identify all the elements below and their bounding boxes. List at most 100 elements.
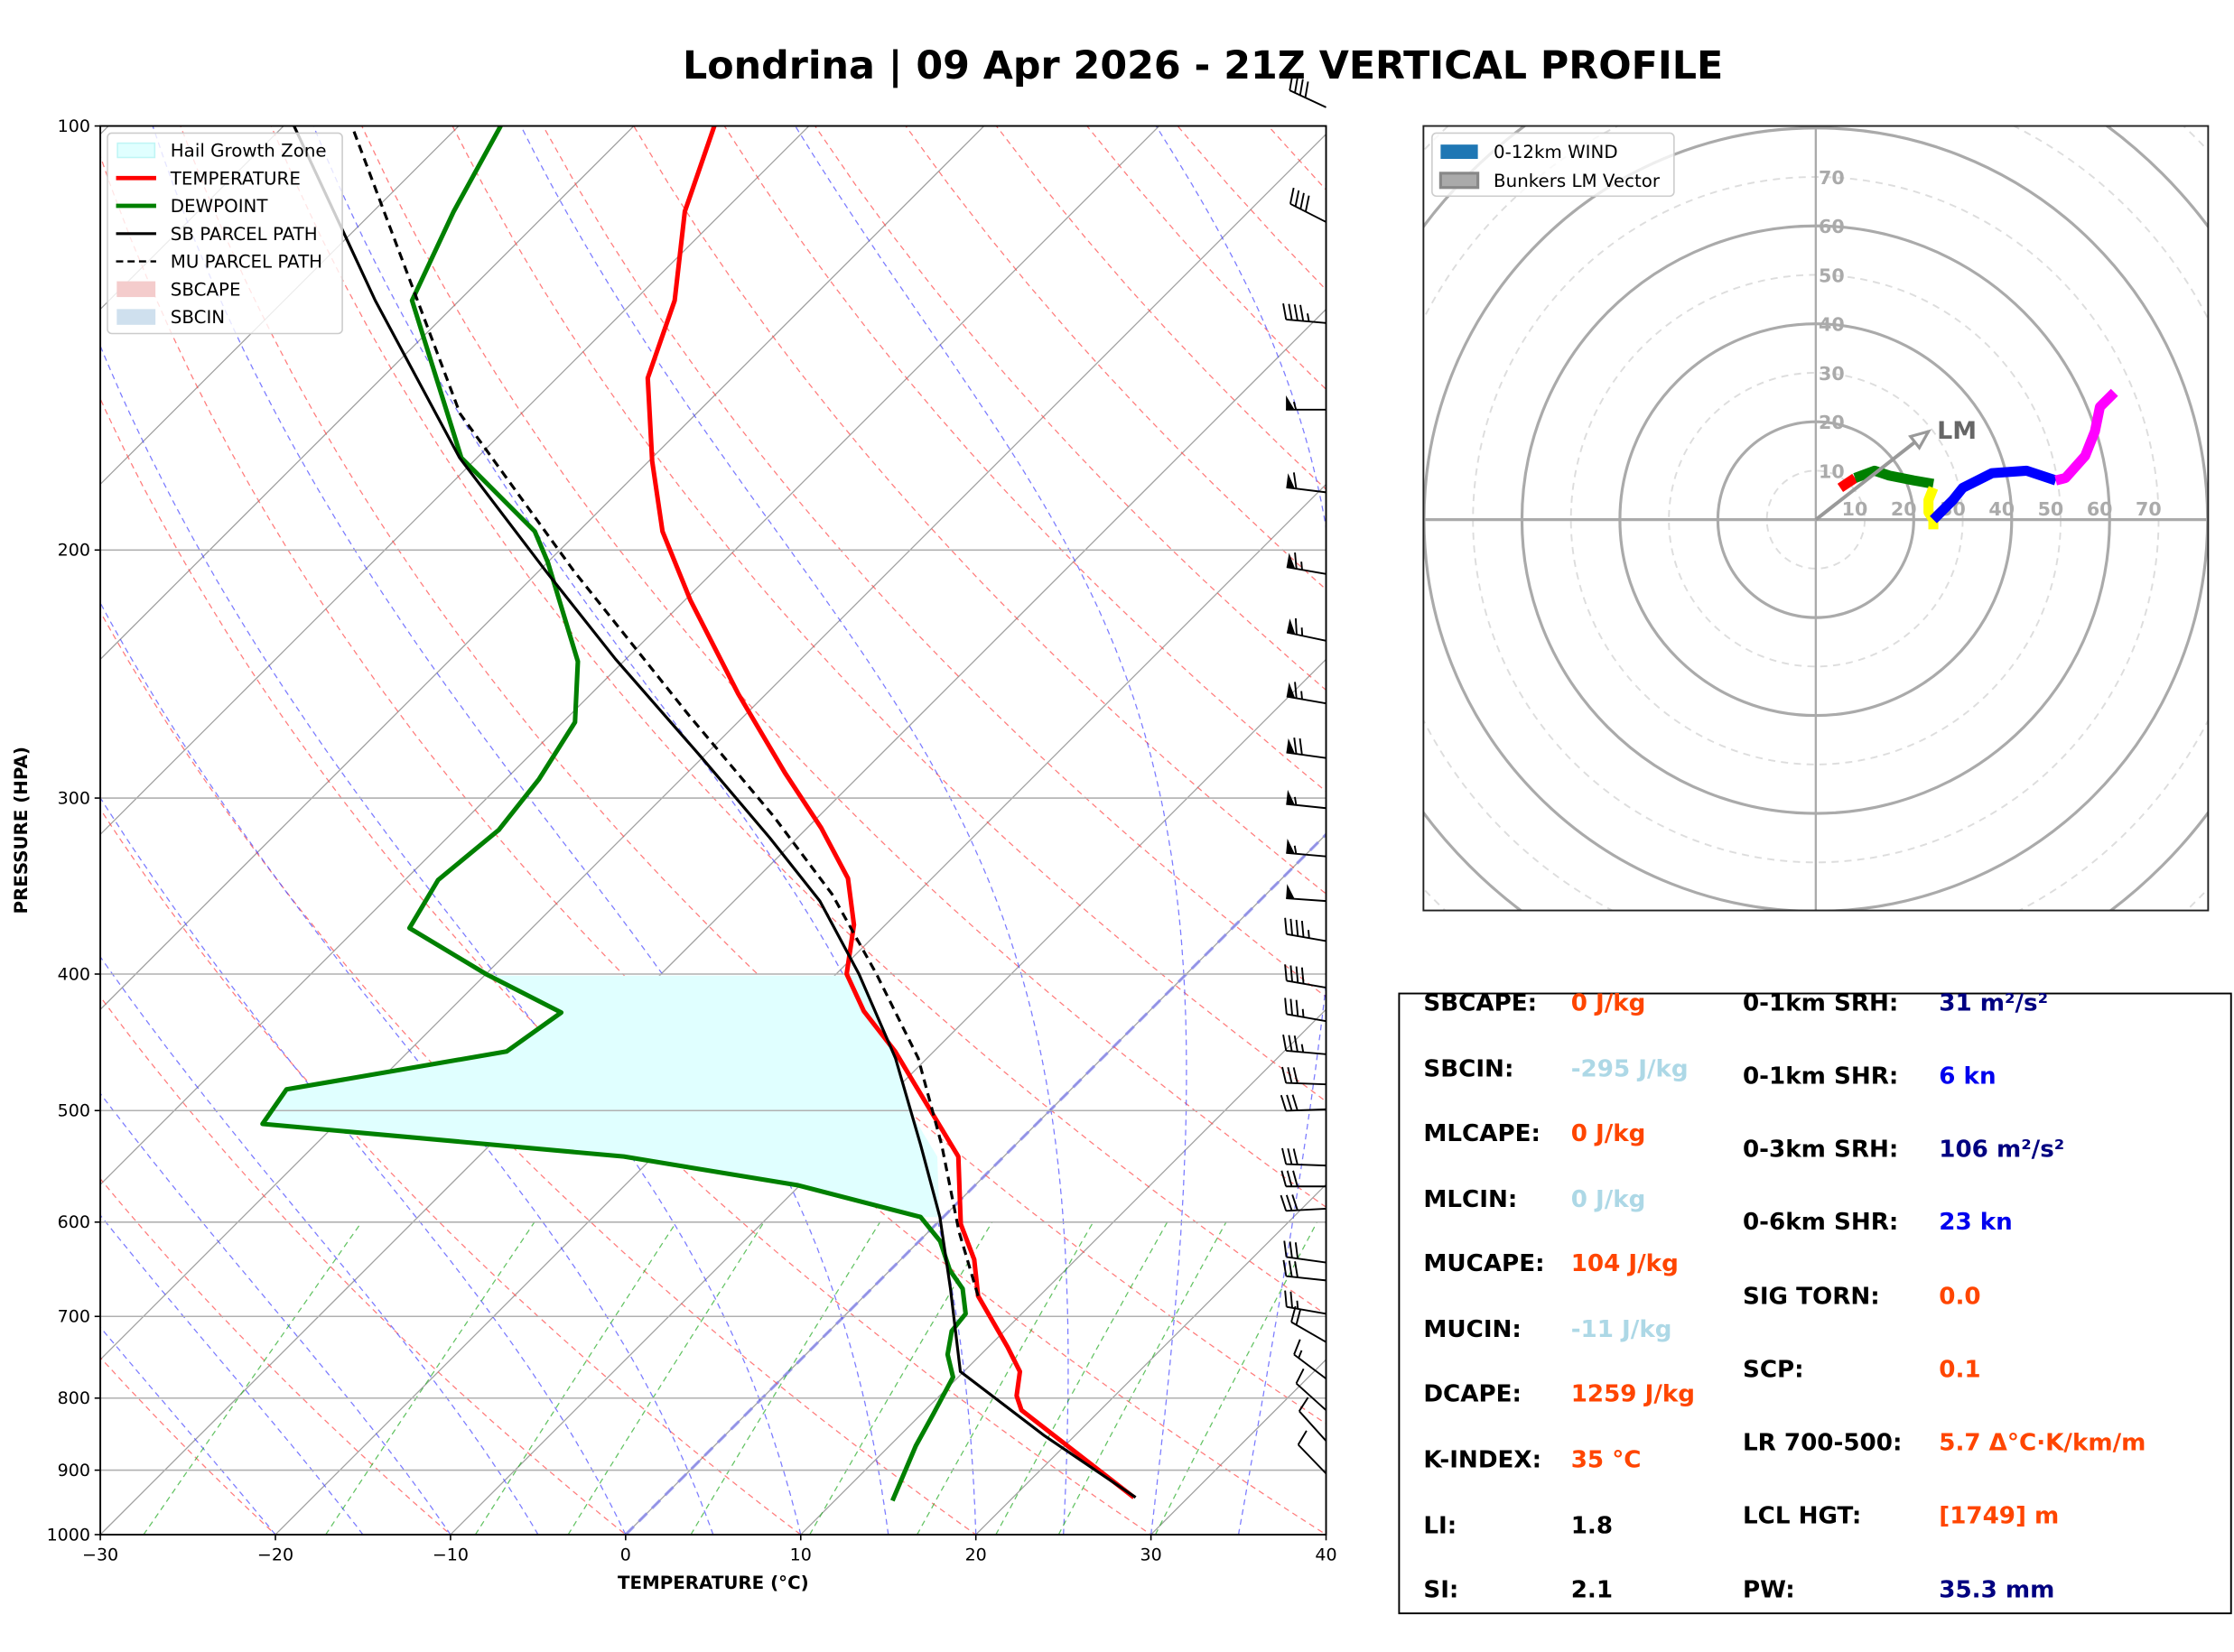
- barb-full: [1294, 552, 1298, 570]
- moist-adiabat: [100, 1214, 364, 1535]
- isotherm: [275, 483, 1326, 1535]
- wind-barb: [1289, 187, 1326, 223]
- barb-full: [1299, 192, 1305, 209]
- barb-staff: [1286, 1163, 1326, 1167]
- barb-staff: [1286, 1108, 1326, 1112]
- moist-adiabat: [100, 1326, 276, 1535]
- barb-staff: [1295, 1382, 1327, 1411]
- wind-barb: [1284, 1290, 1326, 1315]
- stat-label: SCP:: [1743, 1357, 1804, 1384]
- legend-label: Hail Growth Zone: [171, 141, 327, 162]
- stat-row: 0-3km SRH: 106 m²/s²: [1743, 1136, 2064, 1163]
- stat-row: SBCIN: -295 J/kg: [1423, 1056, 1688, 1083]
- stat-label: 0-3km SRH:: [1743, 1136, 1898, 1163]
- dry-adiabat: [100, 808, 802, 1535]
- barb-full: [1280, 1094, 1288, 1111]
- hodo-ring: [1423, 125, 2209, 911]
- legend-swatch: [1440, 144, 1478, 160]
- hodo-ring-label-y: 20: [1819, 412, 1845, 433]
- legend-entry: Hail Growth Zone: [116, 141, 327, 162]
- wind-barb: [1286, 394, 1326, 411]
- barb-full: [1283, 1240, 1288, 1258]
- barb-staff: [1286, 695, 1326, 705]
- hodo-ring-label-y: 60: [1819, 216, 1845, 237]
- barb-full: [1284, 998, 1288, 1015]
- stat-label: LI:: [1423, 1512, 1457, 1539]
- barb-half: [1300, 561, 1303, 571]
- stat-value: [1749] m: [1939, 1502, 2059, 1529]
- mixing-ratio-line: [1057, 1221, 1227, 1535]
- barb-full: [1300, 920, 1305, 938]
- isotherm: [100, 125, 635, 661]
- stat-row: SCP: 0.1: [1743, 1357, 1981, 1384]
- barb-half: [1307, 313, 1310, 322]
- stat-row: LR 700-500: 5.7 Δ°C·K/km/m: [1743, 1429, 2146, 1456]
- hodograph-trace: [1837, 388, 2118, 530]
- barb-staff: [1297, 1443, 1327, 1474]
- barb-full: [1289, 918, 1293, 935]
- dry-adiabat: [270, 125, 1326, 1315]
- barb-flag: [1286, 738, 1295, 754]
- barb-full: [1290, 1305, 1297, 1323]
- y-tick-label: 400: [58, 964, 90, 984]
- barb-staff: [1286, 1207, 1326, 1212]
- stat-value: 106 m²/s²: [1939, 1136, 2064, 1163]
- barb-half: [1293, 845, 1298, 854]
- barb-full: [1284, 917, 1288, 934]
- barb-full: [1294, 1261, 1299, 1278]
- wind-barb: [1290, 1305, 1327, 1343]
- barb-full: [1293, 1339, 1301, 1355]
- barb-staff: [1289, 202, 1326, 223]
- stat-row: SBCAPE: 0 J/kg: [1423, 990, 1645, 1017]
- isotherm: [975, 1183, 1326, 1535]
- hail-growth-zone: [262, 975, 940, 1218]
- barb-full: [1289, 1241, 1293, 1258]
- y-tick-label: 900: [58, 1461, 90, 1480]
- legend-label: SB PARCEL PATH: [171, 224, 318, 245]
- barb-full: [1282, 1034, 1288, 1052]
- mixing-ratio-line: [690, 1221, 881, 1535]
- barb-full: [1293, 1035, 1299, 1053]
- bunkers-lm-vector: LM: [1814, 417, 1977, 522]
- barb-full: [1282, 1259, 1288, 1276]
- stat-row: DCAPE: 1259 J/kg: [1423, 1380, 1695, 1407]
- stat-label: SI:: [1423, 1577, 1458, 1604]
- dry-adiabat: [100, 397, 1152, 1535]
- y-tick-label: 500: [58, 1101, 90, 1121]
- barb-staff: [1286, 1275, 1326, 1282]
- barb-staff: [1286, 933, 1326, 942]
- barb-full: [1282, 302, 1288, 320]
- y-tick-label: 600: [58, 1212, 90, 1232]
- wind-barb: [1284, 998, 1326, 1023]
- mixing-ratio-line: [809, 1221, 993, 1535]
- hodo-segment: [1930, 465, 2058, 524]
- barb-full: [1288, 303, 1293, 320]
- barb-staff: [1286, 1256, 1326, 1264]
- barb-full: [1299, 304, 1305, 321]
- mixing-ratio-line: [143, 1221, 363, 1535]
- barb-full: [1289, 187, 1295, 204]
- wind-barb: [1284, 917, 1326, 942]
- barb-staff: [1286, 1013, 1326, 1023]
- stat-label: SBCIN:: [1423, 1056, 1513, 1083]
- mixing-ratio-line: [917, 1221, 1094, 1535]
- stat-value: 0 J/kg: [1571, 990, 1646, 1017]
- x-tick-label: −30: [82, 1545, 118, 1565]
- wind-barb: [1297, 1430, 1327, 1474]
- mixing-ratio-line: [325, 1221, 535, 1535]
- legend-label: SBCIN: [171, 307, 225, 328]
- isotherm: [625, 833, 1326, 1535]
- barb-staff: [1286, 631, 1326, 642]
- legend-swatch: [116, 281, 156, 298]
- dry-adiabat: [361, 125, 1326, 1208]
- legend-swatch: [1438, 172, 1480, 190]
- hodo-ring-label-x: 50: [2038, 498, 2064, 520]
- moist-adiabat: [100, 1092, 451, 1535]
- series-dewpoint: [260, 125, 968, 1502]
- barb-full: [1300, 967, 1305, 984]
- barb-staff: [1286, 1081, 1326, 1086]
- stat-value: 104 J/kg: [1571, 1250, 1679, 1277]
- barb-half: [1300, 691, 1303, 700]
- dry-adiabat: [100, 1356, 276, 1535]
- y-tick-label: 800: [58, 1388, 90, 1408]
